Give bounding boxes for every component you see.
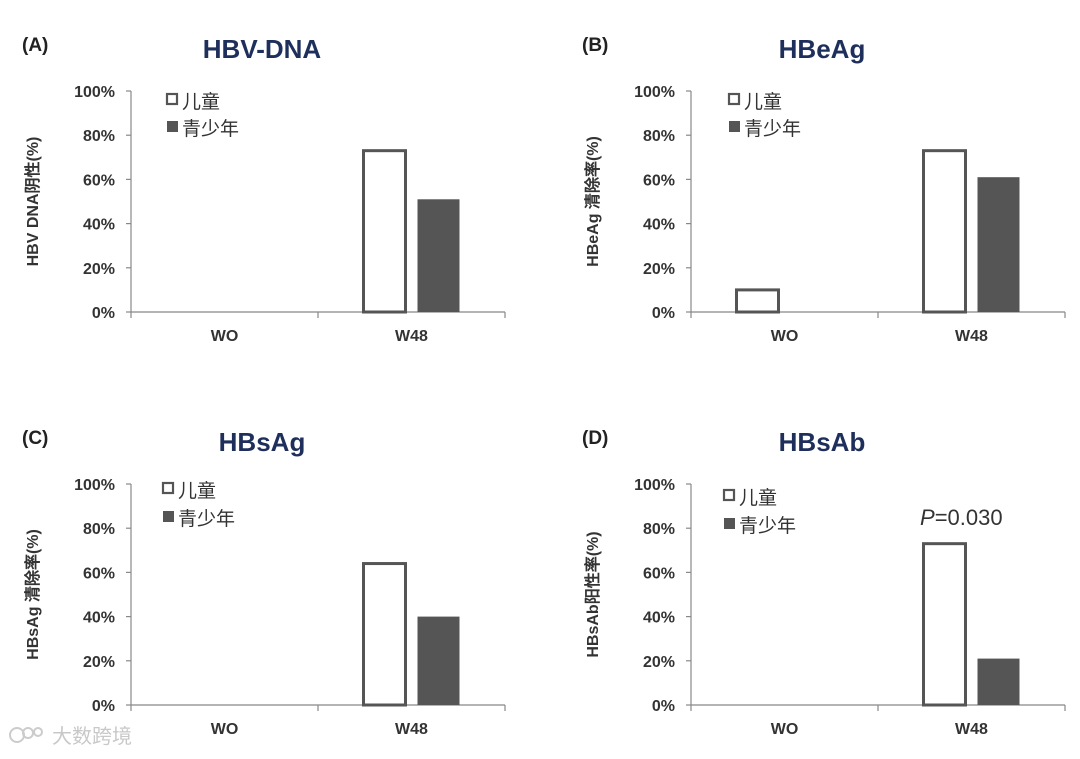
panel-label: (B) <box>582 35 608 56</box>
y-axis-label: HBsAg 清除率(%) <box>23 529 42 660</box>
legend-swatch-teen <box>163 511 174 522</box>
x-tick-label: WO <box>771 721 799 738</box>
chart-panel-4: (D) HBsAb HBsAb阳性率(%) 0% 20% 40% 60% 80% 100% WO W… <box>582 427 1066 738</box>
bar-teen <box>977 177 1020 312</box>
y-tick-label: 0% <box>92 698 115 715</box>
panel-label: (A) <box>22 35 48 56</box>
y-tick-label: 40% <box>643 217 675 234</box>
chart-title: HBsAb <box>779 427 866 457</box>
bar-children <box>362 149 407 314</box>
chart-title: HBeAg <box>779 34 866 64</box>
legend-label-teen: 青少年 <box>178 508 235 530</box>
bar-teen <box>417 199 460 312</box>
legend-label-children: 儿童 <box>739 487 777 509</box>
y-tick-label: 100% <box>634 477 675 494</box>
watermark: 大数跨境 <box>8 720 132 749</box>
y-tick-label: 40% <box>83 610 115 627</box>
bar-children <box>922 149 967 314</box>
watermark-logo-icon <box>9 726 43 743</box>
y-tick-label: 100% <box>74 84 115 101</box>
legend-label-children: 儿童 <box>744 91 782 113</box>
bar-children <box>362 562 407 707</box>
bar-teen <box>417 616 460 705</box>
bar-teen <box>977 658 1020 705</box>
y-axis-label: HBsAb阳性率(%) <box>583 531 602 657</box>
y-axis-label: HBV DNA阴性(%) <box>23 137 42 267</box>
x-tick-label: WO <box>771 328 799 345</box>
legend-swatch-teen <box>724 518 735 529</box>
x-tick-label: W48 <box>395 721 428 738</box>
legend-swatch-children <box>161 481 175 495</box>
chart-panel-1: (A) HBV-DNA HBV DNA阴性(%) 0% 20% 40% 60% 80% 100%… <box>22 34 506 345</box>
y-axis-label: HBeAg 清除率(%) <box>583 136 602 267</box>
y-tick-label: 0% <box>652 698 675 715</box>
chart-panel-2: (B) HBeAg HBeAg 清除率(%) 0% 20% 40% 60% 80% 100% WO… <box>582 34 1066 345</box>
legend-label-teen: 青少年 <box>739 515 796 537</box>
panel-label: (C) <box>22 428 48 449</box>
y-tick-label: 0% <box>652 305 675 322</box>
legend-swatch-children <box>727 92 741 106</box>
y-tick-label: 20% <box>643 261 675 278</box>
y-tick-label: 60% <box>83 565 115 582</box>
x-tick-label: W48 <box>955 328 988 345</box>
x-tick-label: W48 <box>395 328 428 345</box>
chart-panel-3: (C) HBsAg HBsAg 清除率(%) 0% 20% 40% 60% 80% 100% WO… <box>22 427 506 738</box>
y-tick-label: 80% <box>643 128 675 145</box>
y-tick-label: 80% <box>83 521 115 538</box>
y-tick-label: 0% <box>92 305 115 322</box>
chart-title: HBsAg <box>219 427 306 457</box>
legend-label-teen: 青少年 <box>744 118 801 140</box>
y-tick-label: 80% <box>643 521 675 538</box>
y-tick-label: 100% <box>634 84 675 101</box>
legend-swatch-teen <box>729 121 740 132</box>
x-tick-label: WO <box>211 721 239 738</box>
y-tick-label: 20% <box>643 654 675 671</box>
bar-children <box>922 542 967 707</box>
y-tick-label: 60% <box>643 172 675 189</box>
bar-children <box>735 288 780 314</box>
legend-swatch-children <box>165 92 179 106</box>
watermark-text: 大数跨境 <box>52 726 132 748</box>
legend-swatch-children <box>722 488 736 502</box>
panel-label: (D) <box>582 428 608 449</box>
x-tick-label: W48 <box>955 721 988 738</box>
x-tick-label: WO <box>211 328 239 345</box>
p-value-number: =0.030 <box>935 505 1003 530</box>
y-tick-label: 20% <box>83 261 115 278</box>
y-tick-label: 80% <box>83 128 115 145</box>
y-tick-label: 40% <box>83 217 115 234</box>
y-tick-label: 40% <box>643 610 675 627</box>
legend-label-teen: 青少年 <box>182 118 239 140</box>
p-value-italic-p: P <box>920 505 935 530</box>
legend-swatch-teen <box>167 121 178 132</box>
p-value-annotation: P=0.030 <box>920 505 1003 530</box>
chart-title: HBV-DNA <box>203 34 322 64</box>
legend-label-children: 儿童 <box>178 480 216 502</box>
y-tick-label: 60% <box>83 172 115 189</box>
y-tick-label: 60% <box>643 565 675 582</box>
y-tick-label: 100% <box>74 477 115 494</box>
y-tick-label: 20% <box>83 654 115 671</box>
legend-label-children: 儿童 <box>182 91 220 113</box>
